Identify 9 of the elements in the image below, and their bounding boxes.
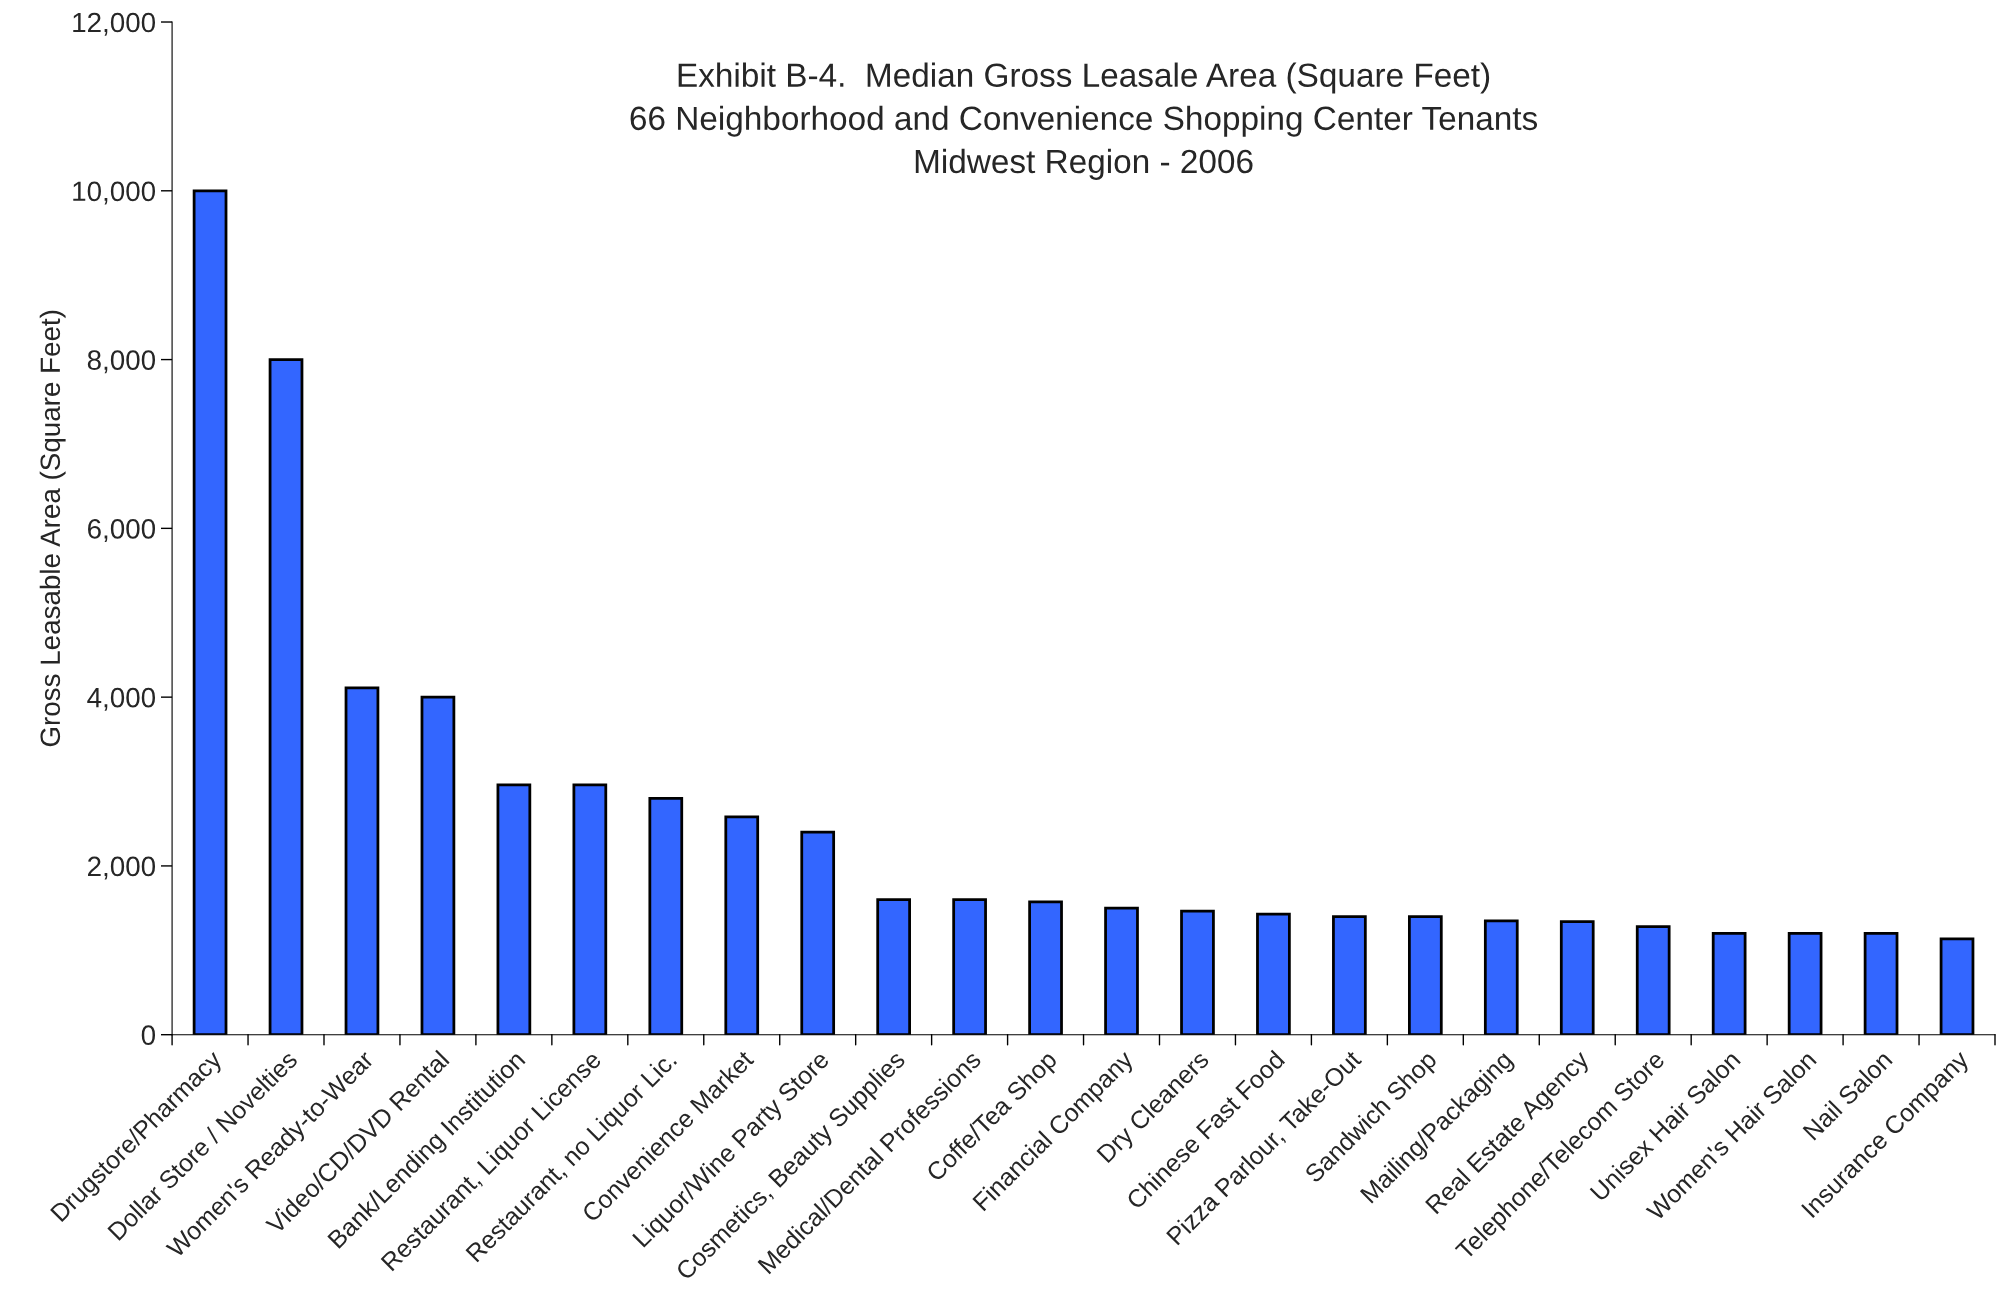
y-tick-label: 2,000 — [88, 856, 156, 880]
y-tick-label: 6,000 — [88, 519, 156, 542]
y-axis-title: Gross Leasable Area (Square Feet) — [39, 310, 66, 747]
y-tick-label: 8,000 — [87, 350, 156, 374]
y-tick-label: 4,000 — [87, 687, 156, 711]
y-tick-label: 0 — [141, 1025, 156, 1046]
text: Exhibit B-4. Median Gross Leasale Area (Square Feet) 66 Neighborhood and Convenience Shopping Center Tenants Midwest Region - 2006 — [630, 62, 1538, 180]
y-tick-label: 12,000 — [73, 12, 156, 36]
y-tick-label: 10,000 — [73, 181, 156, 205]
